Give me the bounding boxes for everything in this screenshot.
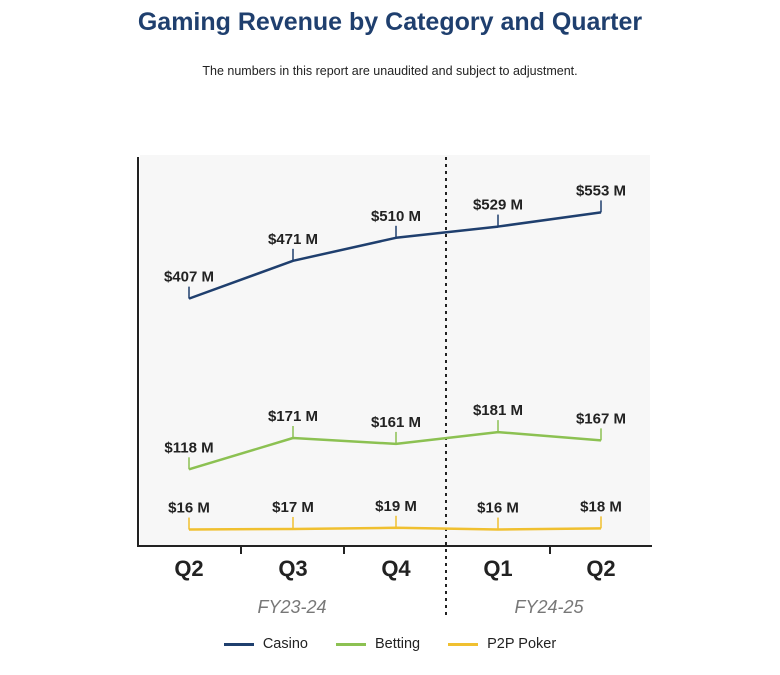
legend-swatch xyxy=(448,642,479,646)
data-label: $16 M xyxy=(168,500,210,517)
x-tick-label: Q4 xyxy=(381,556,411,581)
legend-swatch xyxy=(335,642,366,646)
legend-swatch xyxy=(223,642,254,646)
legend: Casino Betting P2P Poker xyxy=(0,636,780,652)
data-label: $181 M xyxy=(473,402,523,419)
data-label: $529 M xyxy=(473,197,523,214)
data-label: $16 M xyxy=(477,500,519,517)
data-label: $471 M xyxy=(268,231,318,248)
x-tick-label: Q3 xyxy=(278,556,307,581)
legend-label: Casino xyxy=(262,636,308,652)
chart-title: Gaming Revenue by Category and Quarter xyxy=(137,8,643,36)
legend-label: Betting xyxy=(374,636,421,652)
data-label: $118 M xyxy=(164,439,213,456)
legend-item: Betting xyxy=(335,636,421,652)
chart-subtitle: The numbers in this report are unaudited… xyxy=(202,64,578,78)
data-label: $19 M xyxy=(375,498,417,515)
legend-item: P2P Poker xyxy=(448,636,556,652)
x-tick-label: Q1 xyxy=(483,556,512,581)
legend-label: P2P Poker xyxy=(487,636,557,652)
data-label: $171 M xyxy=(268,408,318,425)
data-label: $553 M xyxy=(576,182,626,199)
x-tick-label: Q2 xyxy=(586,556,615,581)
x-tick-label: Q2 xyxy=(174,556,203,581)
fiscal-year-label: FY24-25 xyxy=(514,597,584,617)
data-label: $18 M xyxy=(580,498,622,515)
legend-item: Casino xyxy=(223,636,308,652)
data-label: $167 M xyxy=(576,410,626,427)
data-label: $161 M xyxy=(371,414,421,431)
data-label: $407 M xyxy=(164,269,214,286)
plot-background xyxy=(140,155,650,545)
fiscal-year-label: FY23-24 xyxy=(257,597,326,617)
data-label: $510 M xyxy=(371,208,421,225)
data-label: $17 M xyxy=(272,499,314,516)
